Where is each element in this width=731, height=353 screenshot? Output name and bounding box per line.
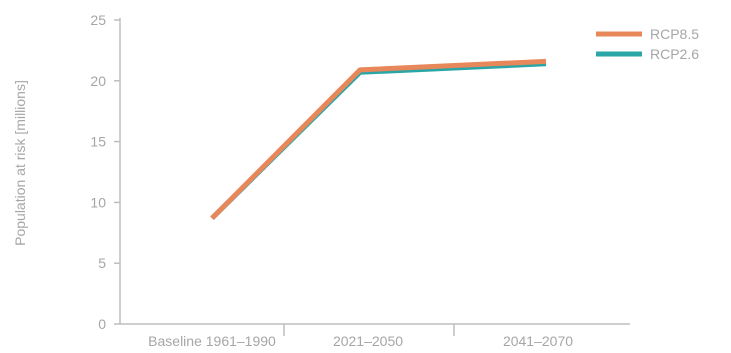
y-axis-ticks: 0 5 10 15 20 25	[90, 12, 120, 332]
y-tick-label: 10	[90, 194, 106, 210]
x-tick-label: 2041–2070	[503, 333, 573, 349]
series-line-rcp26	[210, 61, 547, 220]
y-tick-label: 20	[90, 73, 106, 89]
x-tick-label: Baseline 1961–1990	[148, 333, 276, 349]
y-axis-label: Population at risk [millions]	[12, 80, 28, 246]
x-axis-dividers	[283, 324, 455, 336]
y-tick-label: 25	[90, 12, 106, 28]
legend: RCP8.5 RCP2.6	[596, 26, 699, 62]
y-tick-label: 5	[98, 255, 106, 271]
y-tick-label: 0	[98, 316, 106, 332]
x-axis-ticks: Baseline 1961–1990 2021–2050 2041–2070	[148, 333, 573, 349]
series-lines	[210, 58, 547, 220]
series-line-rcp85	[210, 58, 547, 220]
y-tick-label: 15	[90, 134, 106, 150]
legend-label: RCP8.5	[650, 26, 699, 42]
legend-label: RCP2.6	[650, 46, 699, 62]
x-tick-label: 2021–2050	[333, 333, 403, 349]
